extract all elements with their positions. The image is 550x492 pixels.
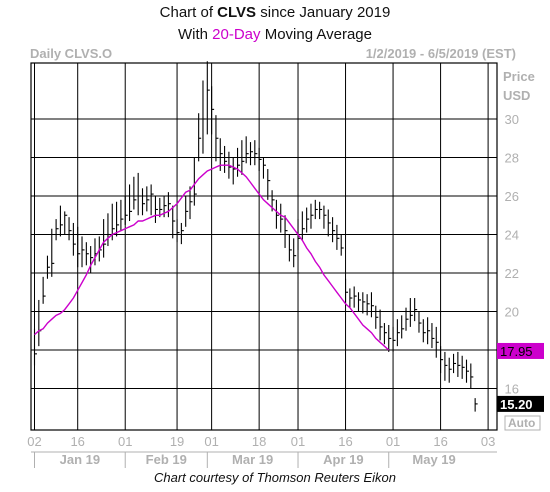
auto-scale-label: Auto <box>508 416 535 430</box>
y-tick-label: 24 <box>505 228 519 243</box>
x-tick-label: 01 <box>386 434 400 449</box>
month-label: Feb 19 <box>146 452 187 467</box>
chart-title-line-1: Chart of CLVS since January 2019 <box>0 4 550 21</box>
x-tick-label: 19 <box>170 434 184 449</box>
month-label: Jan 19 <box>60 452 100 467</box>
ma-value-tag <box>497 342 544 359</box>
y-tick-label: 28 <box>505 151 519 166</box>
y-axis-label-price: Price <box>503 69 535 84</box>
x-tick-label: 03 <box>481 434 495 449</box>
chart-title-line-2: With 20-Day Moving Average <box>0 26 550 43</box>
month-label: May 19 <box>412 452 455 467</box>
ma-value-label: 17.95 <box>500 344 533 359</box>
x-tick-label: 16 <box>433 434 447 449</box>
subtitle-prefix: With <box>178 26 213 43</box>
moving-average-line <box>34 164 390 351</box>
y-tick-label: 20 <box>505 305 519 320</box>
x-tick-label: 16 <box>338 434 352 449</box>
x-tick-label: 02 <box>27 434 41 449</box>
x-tick-label: 16 <box>70 434 84 449</box>
chart-header-left: Daily CLVS.O <box>30 46 113 61</box>
chart-header-right: 1/2/2019 - 6/5/2019 (EST) <box>365 46 516 61</box>
x-tick-label: 01 <box>204 434 218 449</box>
x-tick-label: 01 <box>291 434 305 449</box>
x-tick-label: 18 <box>252 434 266 449</box>
month-label: Apr 19 <box>323 452 363 467</box>
y-tick-label: 16 <box>505 382 519 397</box>
y-tick-label: 22 <box>505 266 519 281</box>
month-label: Mar 19 <box>232 452 273 467</box>
title-ticker: CLVS <box>217 4 257 21</box>
x-tick-label: 01 <box>118 434 132 449</box>
price-chart: 16182022242628300216011901180116011603Ja… <box>27 61 544 468</box>
y-axis-label-currency: USD <box>503 88 530 103</box>
chart-caption: Chart courtesy of Thomson Reuters Eikon <box>153 470 397 485</box>
y-tick-label: 26 <box>505 189 519 204</box>
title-prefix: Chart of <box>159 4 218 21</box>
subtitle-suffix: Moving Average <box>260 26 372 43</box>
price-value-label: 15.20 <box>500 397 533 412</box>
title-suffix: since January 2019 <box>256 4 391 21</box>
subtitle-period: 20-Day <box>212 26 261 43</box>
price-value-tag <box>497 395 544 412</box>
auto-scale-box <box>504 415 541 431</box>
plot-frame <box>30 62 498 431</box>
y-tick-label: 30 <box>505 112 519 127</box>
